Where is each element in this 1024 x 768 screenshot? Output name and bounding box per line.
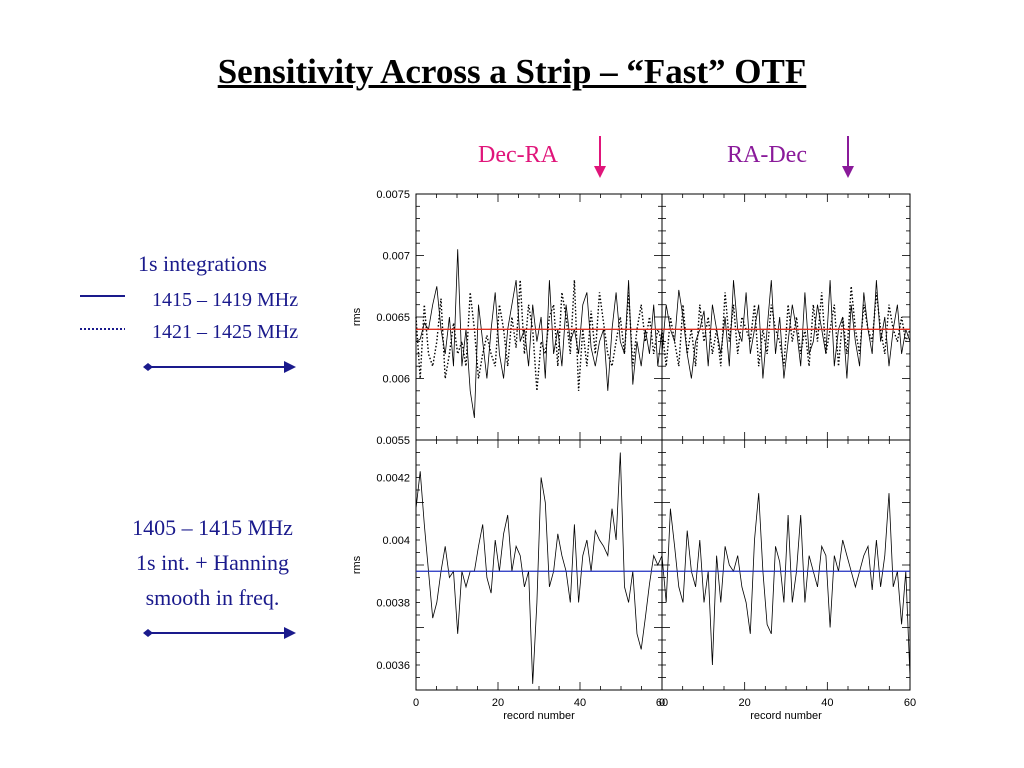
top-right-frame (661, 193, 911, 441)
bottom-left-x-tick-label: 60 (656, 697, 668, 709)
legend-dotted-label: 1421 – 1425 MHz (152, 321, 299, 343)
plot-panels: 0.0075 0.007 0.0065 0.006 0.0055 rms 0.0042 0.0… (351, 189, 916, 722)
bottom-left-y-axis-title: rms (351, 555, 363, 574)
bottom-right-x-tick-label: 40 (821, 697, 833, 709)
top-left-y-tick-label: 0.0065 (376, 312, 410, 324)
top-right-series-solid (661, 280, 911, 379)
range-arrow-bottom-icon (143, 627, 296, 639)
page-title: Sensitivity Across a Strip – “Fast” OTF (217, 52, 807, 91)
top-right-series-dotted (661, 286, 911, 367)
bottom-left-x-tick-label: 20 (492, 697, 504, 709)
legend-bottom-line1: 1405 – 1415 MHz (132, 515, 293, 540)
header-dec-ra-label: Dec-RA (478, 142, 558, 168)
bottom-right-series-solid (661, 493, 911, 678)
top-left-y-tick-label: 0.0075 (376, 189, 410, 201)
bottom-right-x-tick-label: 60 (904, 697, 916, 709)
bottom-right-x-axis-title: record number (750, 710, 822, 722)
bottom-left-series-solid (415, 452, 663, 684)
bottom-right-x-tick-label: 20 (739, 697, 751, 709)
bottom-left-x-axis-title: record number (503, 710, 575, 722)
top-left-y-axis-title: rms (351, 307, 363, 326)
top-left-series-solid (415, 249, 663, 418)
legend-top-heading: 1s integrations (138, 251, 267, 276)
bottom-left-x-tick-label: 0 (413, 697, 419, 709)
range-arrow-top-icon (143, 361, 296, 373)
bottom-left-y-tick-label: 0.0042 (376, 473, 410, 485)
ra-dec-arrow-icon (842, 136, 854, 178)
dec-ra-arrow-icon (594, 136, 606, 178)
header-dec-ra: Dec-RA (478, 142, 558, 169)
bottom-left-y-tick-label: 0.0038 (376, 598, 410, 610)
bottom-left-x-tick-label: 40 (574, 697, 586, 709)
header-ra-dec-label: RA-Dec (727, 142, 807, 168)
legend-bottom-line2: 1s int. + Hanning (136, 550, 289, 575)
bottom-left-y-tick-label: 0.004 (382, 535, 410, 547)
bottom-left-y-tick-label: 0.0036 (376, 660, 410, 672)
bottom-left-frame (415, 439, 663, 691)
header-ra-dec: RA-Dec (727, 142, 807, 169)
top-left-y-tick-label: 0.006 (382, 374, 410, 386)
legend-bottom-line3: smooth in freq. (145, 585, 280, 610)
legend-solid-label: 1415 – 1419 MHz (152, 289, 299, 311)
top-left-frame (415, 193, 663, 441)
top-left-y-tick-label: 0.007 (382, 251, 410, 263)
top-left-y-tick-label: 0.0055 (376, 435, 410, 447)
top-left-series-dotted (415, 280, 663, 391)
bottom-right-x-tick-label: 0 (659, 697, 665, 709)
